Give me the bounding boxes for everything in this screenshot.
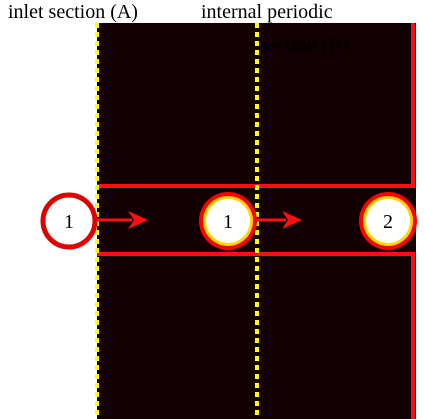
arrow-1-to-1 xyxy=(96,211,148,229)
arrow-1-to-2 xyxy=(255,211,302,229)
node-circle xyxy=(366,199,410,243)
node-inlet: 1 xyxy=(40,192,98,250)
node-label: 2 xyxy=(383,211,393,233)
upper-channel-wall xyxy=(97,23,415,188)
inlet-section-label: inlet section (A) xyxy=(8,1,138,23)
internal-section-label-line2: section (B) xyxy=(260,35,348,57)
internal-section-label-line1: internal periodic xyxy=(201,1,333,23)
node-label: 1 xyxy=(64,211,74,233)
lower-channel-wall xyxy=(97,252,415,419)
node-label: 1 xyxy=(223,211,233,233)
node-periodic-end: 2 xyxy=(359,192,417,250)
flow-arrows xyxy=(96,211,302,229)
node-circle xyxy=(206,199,250,243)
channel-walls xyxy=(97,23,415,419)
node-periodic-start: 1 xyxy=(199,192,257,250)
node-circle xyxy=(40,192,98,250)
